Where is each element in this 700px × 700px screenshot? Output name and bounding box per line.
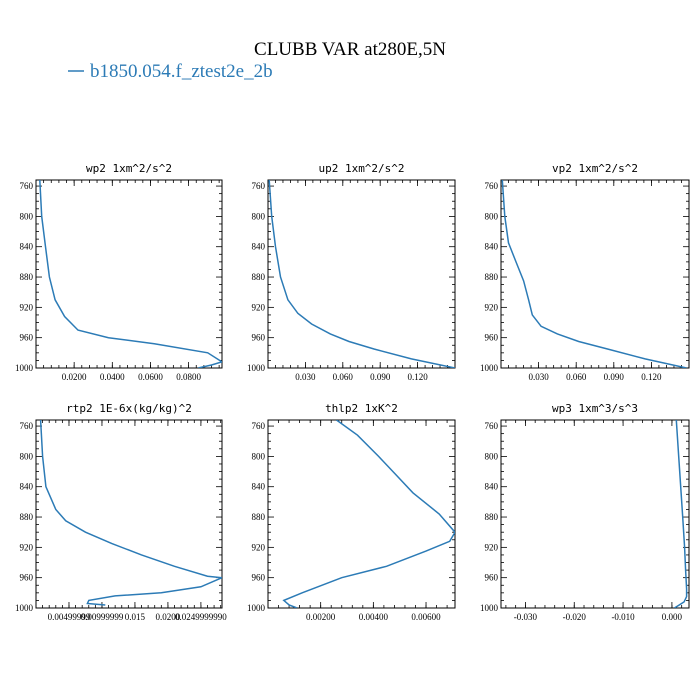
y-tick-label: 760 xyxy=(20,181,34,191)
y-tick-label: 760 xyxy=(20,421,34,431)
series-line xyxy=(282,420,455,608)
y-tick-label: 800 xyxy=(252,451,266,461)
y-tick-label: 920 xyxy=(252,542,266,552)
plot-frame xyxy=(267,419,456,609)
x-tick-label: 0.00999999 xyxy=(81,612,124,622)
x-tick-label: 0.0249999990 xyxy=(175,612,227,622)
y-tick-label: 920 xyxy=(485,302,499,312)
y-tick-label: 920 xyxy=(20,302,34,312)
x-tick-label: 0.030 xyxy=(528,372,549,382)
plot-frame xyxy=(500,419,690,609)
y-tick-label: 760 xyxy=(252,181,266,191)
legend: b1850.054.f_ztest2e_2b xyxy=(68,61,273,82)
y-tick-label: 960 xyxy=(252,573,266,583)
x-tick-label: 0.0800 xyxy=(176,372,201,382)
x-tick-label: 0.060 xyxy=(333,372,354,382)
y-tick-label: 800 xyxy=(252,211,266,221)
x-tick-label: 0.0200 xyxy=(156,612,181,622)
x-tick-label: 0.090 xyxy=(370,372,391,382)
y-tick-label: 1000 xyxy=(480,603,499,613)
figure-title: CLUBB VAR at280E,5N xyxy=(254,39,446,60)
series-line xyxy=(501,180,687,368)
panel-5: thlp2 1xK^2 760 800 840 880 920 960 1000 0.00200… xyxy=(247,402,456,622)
x-tick-label: 0.120 xyxy=(641,372,662,382)
y-tick-label: 920 xyxy=(20,542,34,552)
panels-grid: wp2 1xm^2/s^2 760 800 840 880 920 960 1000 0.020… xyxy=(15,162,690,622)
panel-3: vp2 1xm^2/s^2 760 800 840 880 920 960 1000 0.030… xyxy=(480,162,690,382)
series-line xyxy=(674,420,688,608)
x-tick-label: 0.090 xyxy=(604,372,625,382)
y-tick-label: 1000 xyxy=(480,363,499,373)
x-tick-label: 0.000 xyxy=(662,612,683,622)
x-tick-label: 0.015 xyxy=(125,612,146,622)
x-tick-label: 0.030 xyxy=(295,372,316,382)
y-tick-label: 920 xyxy=(252,302,266,312)
panel-title: rtp2 1E-6x(kg/kg)^2 xyxy=(66,402,192,415)
plot-frame xyxy=(267,179,456,369)
x-tick-label: 0.0600 xyxy=(138,372,163,382)
y-tick-label: 880 xyxy=(20,272,34,282)
plot-frame xyxy=(500,179,690,369)
x-tick-label: -0.020 xyxy=(563,612,587,622)
y-tick-label: 920 xyxy=(485,542,499,552)
y-tick-label: 1000 xyxy=(15,363,34,373)
legend-label: b1850.054.f_ztest2e_2b xyxy=(90,61,273,82)
y-tick-label: 760 xyxy=(485,421,499,431)
y-tick-label: 960 xyxy=(485,333,499,343)
x-tick-label: 0.00600 xyxy=(411,612,441,622)
x-tick-label: -0.030 xyxy=(514,612,538,622)
y-tick-label: 880 xyxy=(485,512,499,522)
panel-title: thlp2 1xK^2 xyxy=(325,402,398,415)
series-line xyxy=(39,180,222,368)
y-tick-label: 880 xyxy=(252,272,266,282)
y-tick-label: 880 xyxy=(252,512,266,522)
series-line xyxy=(268,180,455,368)
panel-1: wp2 1xm^2/s^2 760 800 840 880 920 960 1000 0.020… xyxy=(15,162,223,382)
plot-frame xyxy=(35,179,223,369)
panel-title: wp2 1xm^2/s^2 xyxy=(86,162,172,175)
panel-title: up2 1xm^2/s^2 xyxy=(318,162,404,175)
y-tick-label: 840 xyxy=(252,242,266,252)
y-tick-label: 840 xyxy=(20,482,34,492)
y-tick-label: 1000 xyxy=(247,603,266,613)
y-tick-label: 760 xyxy=(252,421,266,431)
x-tick-label: 0.0200 xyxy=(62,372,87,382)
y-tick-label: 880 xyxy=(20,512,34,522)
y-tick-label: 800 xyxy=(20,211,34,221)
y-tick-label: 960 xyxy=(20,573,34,583)
y-tick-label: 840 xyxy=(485,482,499,492)
panel-6: wp3 1xm^3/s^3 760 800 840 880 920 960 1000 -0.03… xyxy=(480,402,690,622)
y-tick-label: 760 xyxy=(485,181,499,191)
series-line xyxy=(39,420,222,606)
y-tick-label: 800 xyxy=(20,451,34,461)
x-tick-label: -0.010 xyxy=(611,612,635,622)
y-tick-label: 960 xyxy=(20,333,34,343)
y-tick-label: 880 xyxy=(485,272,499,282)
y-tick-label: 1000 xyxy=(15,603,34,613)
x-tick-label: 0.120 xyxy=(407,372,428,382)
x-tick-label: 0.00200 xyxy=(306,612,336,622)
y-tick-label: 840 xyxy=(252,482,266,492)
y-tick-label: 800 xyxy=(485,451,499,461)
panel-title: vp2 1xm^2/s^2 xyxy=(552,162,638,175)
y-tick-label: 1000 xyxy=(247,363,266,373)
y-tick-label: 840 xyxy=(485,242,499,252)
y-tick-label: 960 xyxy=(252,333,266,343)
x-tick-label: 0.0400 xyxy=(100,372,125,382)
plot-frame xyxy=(35,419,223,609)
x-tick-label: 0.00499999 xyxy=(48,612,91,622)
y-tick-label: 840 xyxy=(20,242,34,252)
panel-2: up2 1xm^2/s^2 760 800 840 880 920 960 1000 0.030… xyxy=(247,162,456,382)
y-tick-label: 800 xyxy=(485,211,499,221)
panel-4: rtp2 1E-6x(kg/kg)^2 760 800 840 880 920 960 100… xyxy=(15,402,227,622)
panel-title: wp3 1xm^3/s^3 xyxy=(552,402,638,415)
x-tick-label: 0.00400 xyxy=(359,612,389,622)
x-tick-label: 0.060 xyxy=(566,372,587,382)
y-tick-label: 960 xyxy=(485,573,499,583)
